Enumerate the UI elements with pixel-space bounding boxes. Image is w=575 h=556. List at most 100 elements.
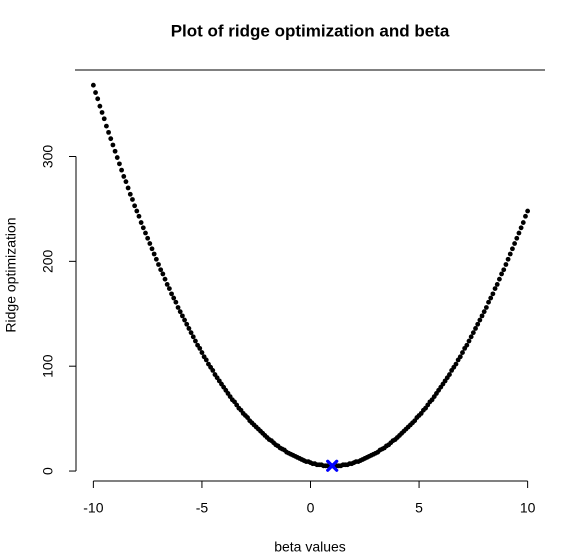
y-axis-label: Ridge optimization (3, 217, 19, 332)
x-tick-label: -5 (196, 500, 209, 516)
data-point (147, 241, 153, 246)
data-point (523, 213, 528, 219)
data-point (520, 220, 526, 225)
y-tick-label: 100 (40, 354, 56, 378)
data-point (171, 295, 177, 301)
data-point (134, 208, 140, 214)
data-point (514, 235, 520, 241)
data-point (184, 321, 190, 327)
data-point (479, 313, 485, 319)
x-tick-label: 10 (520, 500, 536, 516)
data-point (95, 96, 101, 102)
data-point (475, 321, 481, 327)
data-point (138, 220, 144, 225)
optimum-marker (326, 459, 339, 472)
data-point (464, 342, 470, 348)
y-tick-label: 300 (40, 145, 56, 169)
data-point (486, 299, 491, 305)
data-point (457, 354, 463, 360)
data-point (518, 225, 524, 231)
data-point (453, 361, 459, 367)
data-point (460, 350, 465, 355)
data-point (106, 129, 111, 135)
data-point (112, 148, 118, 154)
data-point (132, 203, 138, 209)
data-point (177, 309, 183, 315)
data-point (149, 246, 155, 252)
data-point (164, 282, 170, 287)
data-point (510, 246, 515, 252)
x-tick-label: 5 (415, 500, 423, 516)
data-point (103, 123, 109, 129)
data-point (108, 136, 114, 142)
data-point (507, 251, 513, 257)
data-point (125, 185, 131, 191)
data-point (173, 299, 179, 305)
y-tick-label: 200 (40, 249, 56, 273)
data-point (162, 276, 168, 282)
data-point (481, 309, 487, 315)
data-point (197, 345, 203, 351)
data-point (492, 286, 498, 292)
data-point (119, 167, 124, 173)
x-tick-label: -10 (83, 500, 103, 516)
data-point (93, 90, 98, 95)
data-point (114, 155, 120, 160)
data-point (512, 241, 518, 246)
data-point (145, 235, 151, 241)
data-point (158, 267, 164, 273)
x-tick-label: 0 (307, 500, 315, 516)
data-point (117, 161, 122, 167)
data-point (121, 174, 127, 179)
data-point (499, 271, 504, 277)
data-point (140, 225, 146, 231)
data-point (101, 116, 107, 122)
data-point (477, 317, 483, 323)
data-point (153, 256, 159, 262)
data-point (90, 82, 96, 88)
data-point (483, 305, 489, 310)
data-point (143, 230, 148, 236)
data-point (127, 191, 133, 197)
data-point (151, 251, 157, 257)
data-point (160, 271, 166, 277)
data-point (525, 208, 531, 214)
data-point (97, 103, 103, 109)
data-point (468, 334, 474, 340)
y-tick-label: 0 (40, 467, 56, 475)
chart-title: Plot of ridge optimization and beta (171, 21, 450, 40)
data-point (186, 326, 192, 331)
data-point (188, 330, 194, 336)
data-point (503, 262, 509, 267)
data-point (99, 110, 105, 115)
data-point (156, 262, 161, 267)
data-point (193, 338, 198, 344)
data-point (199, 350, 205, 355)
data-point (123, 179, 129, 185)
data-point (136, 213, 142, 219)
data-point (473, 326, 478, 331)
data-point (166, 286, 172, 292)
data-point (488, 295, 494, 301)
data-point (130, 197, 135, 202)
marker-stroke (326, 459, 339, 472)
data-point (501, 267, 507, 273)
data-point (505, 256, 511, 262)
data-point (190, 334, 196, 340)
data-point (516, 230, 522, 236)
data-point (169, 291, 174, 297)
data-point (497, 276, 502, 282)
data-point (490, 291, 496, 297)
data-point (466, 338, 472, 344)
data-point (179, 313, 185, 319)
data-point (470, 330, 476, 336)
data-point (175, 305, 181, 310)
x-axis-label: beta values (274, 539, 346, 555)
data-point (182, 317, 187, 323)
data-point (203, 357, 209, 363)
data-point (494, 282, 500, 287)
data-point (110, 142, 116, 148)
data-point (210, 367, 216, 373)
